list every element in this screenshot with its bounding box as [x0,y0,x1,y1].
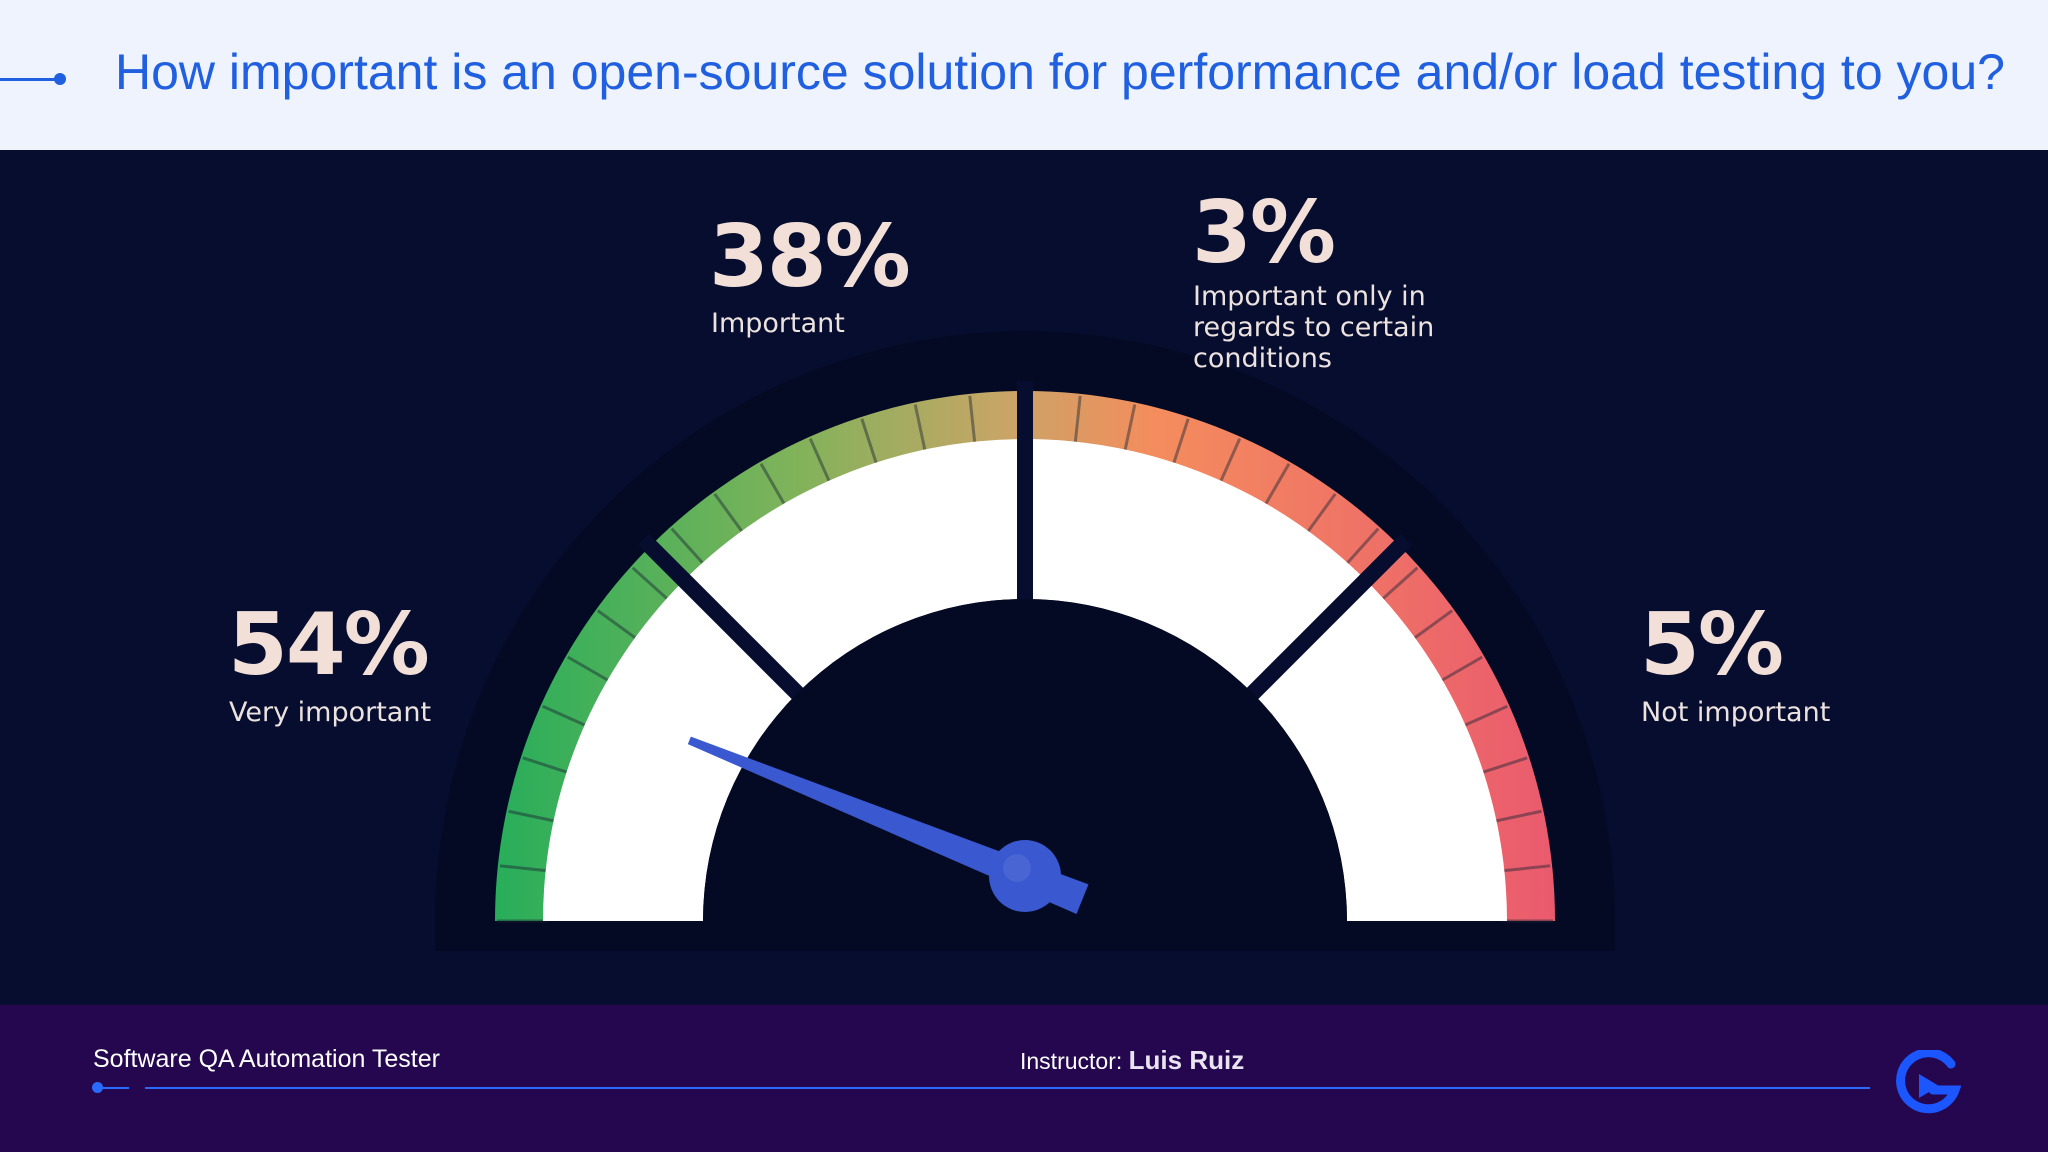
gauge-tick [670,527,707,567]
gauge-inner-disc [703,599,1347,921]
gauge-panel: 54% Very important 38% Important 3% Impo… [0,150,2048,1005]
header-accent-dot [54,73,66,85]
gauge-tick [713,492,746,536]
segment-value-conditional: 3% [1192,183,1336,283]
gauge-tick [1171,418,1190,467]
gauge-separator [637,533,819,715]
gauge-band [543,439,1507,921]
gauge-needle [687,736,1089,915]
segment-label-important: Important [711,308,845,339]
brand-logo-icon [1896,1050,1961,1114]
segment-value-important: 38% [709,207,911,307]
gauge-tick [860,418,879,467]
gauge-tick [522,756,571,775]
footer-accent-line [145,1087,1870,1089]
segment-value-very-important: 54% [228,595,430,695]
gauge-tick [913,404,928,454]
instructor-label: Instructor: [1020,1048,1123,1074]
gauge-tick [499,864,550,873]
gauge-tick [1122,404,1137,454]
gauge-tick [1218,438,1242,485]
gauge-tick [1304,492,1337,536]
instructor: Instructor: Luis Ruiz [1020,1045,1244,1076]
slide-footer: Software QA Automation Tester Instructor… [0,1005,2048,1152]
footer-accent-line-short [97,1087,129,1089]
segment-label-conditional: Important only in regards to certain con… [1193,281,1435,374]
slide-title: How important is an open-source solution… [115,44,2005,100]
gauge-tick [1479,756,1528,775]
footer-accent-dot [92,1082,103,1093]
instructor-name: Luis Ruiz [1128,1045,1245,1075]
gauge-tick [596,609,640,642]
course-name: Software QA Automation Tester [93,1045,440,1073]
gauge-chart [435,331,1615,951]
segment-label-very-important: Very important [229,697,432,728]
gauge-needle-hub [989,840,1061,912]
gauge-tick [1343,527,1380,567]
slide-header: How important is an open-source solution… [0,0,2048,150]
segment-value-not-important: 5% [1640,595,1784,695]
gauge-tick [968,395,977,446]
segment-label-not-important: Not important [1641,697,1831,728]
gauge-tick [1500,864,1551,873]
gauge-tick [1492,809,1542,824]
gauge-tick [1262,462,1291,508]
gauge-tick [1379,566,1419,603]
gauge-separator [1231,533,1413,715]
gauge-needle-hub-highlight [1003,854,1031,882]
gauge-tick [566,655,612,684]
gauge-tick [1438,655,1484,684]
header-accent-line [0,78,60,81]
gauge-tick [1073,395,1082,446]
gauge-tick [631,566,671,603]
gauge-tick [808,438,832,485]
gauge-tick [759,462,788,508]
gauge-tick [508,809,558,824]
gauge-tick [1410,609,1454,642]
gauge-tick [1461,704,1508,728]
gauge-tick [542,704,589,728]
